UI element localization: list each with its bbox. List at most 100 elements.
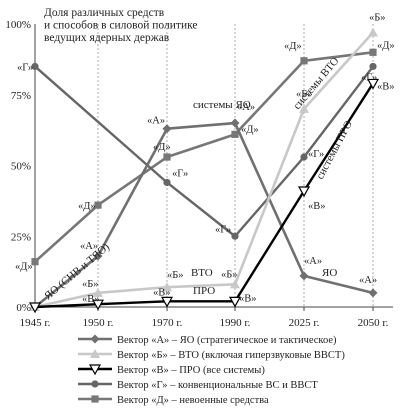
series-V: [28, 78, 380, 314]
point-label-D: «Д»: [78, 201, 96, 212]
series-A: [30, 118, 378, 312]
data-point: [162, 282, 172, 292]
legend-label: Вектор «А» – ЯО (стратегическое и тактич…: [117, 335, 337, 346]
data-point: [163, 178, 171, 187]
chart-legend: Вектор «А» – ЯО (стратегическое и тактич…: [78, 334, 345, 406]
data-point: [91, 395, 99, 403]
chart-title-line: Доля различных средств: [44, 7, 165, 19]
series-line: [34, 82, 375, 309]
point-label-B: «Б»: [167, 270, 184, 281]
data-point: [94, 201, 102, 209]
point-label-B: «Б»: [369, 12, 386, 23]
legend-item-A: Вектор «А» – ЯО (стратегическое и тактич…: [78, 334, 337, 346]
point-label-G: «Г»: [308, 149, 324, 160]
point-label-G: «Г»: [215, 224, 231, 235]
data-point: [93, 251, 103, 261]
data-point: [230, 118, 240, 128]
annotation-label: ПРО: [193, 285, 215, 297]
data-point: [93, 287, 103, 297]
x-tick-label: 1950 г.: [83, 317, 114, 329]
legend-item-B: Вектор «Б» – ВТО (включая гиперзвуковые …: [78, 349, 345, 361]
point-label-G: «Г»: [17, 62, 33, 73]
point-label-V: «В»: [377, 81, 395, 92]
legend-label: Вектор «В» – ПРО (все системы): [117, 365, 265, 376]
series-line: [34, 121, 374, 309]
point-label-V: «В»: [308, 201, 326, 212]
series-D: [31, 48, 377, 266]
point-label-G: «Г»: [172, 168, 188, 179]
data-point: [231, 232, 239, 240]
y-tick-label: 0%: [16, 302, 31, 314]
data-point: [91, 380, 99, 388]
chart-title-line: ведущих ядерных держав: [44, 32, 170, 44]
x-tick-label: 1990 г.: [220, 317, 251, 329]
point-label-B: «Б»: [82, 279, 99, 290]
legend-item-V: Вектор «В» – ПРО (все системы): [78, 364, 265, 376]
data-point: [299, 103, 309, 113]
data-point: [228, 296, 242, 308]
data-point: [300, 153, 308, 161]
data-point: [299, 271, 309, 281]
series-G: [31, 62, 377, 240]
point-label-A: «А»: [80, 241, 98, 252]
data-point: [369, 48, 377, 56]
legend-label: Вектор «Г» – конвенциональные ВС и ВВСТ: [117, 380, 318, 391]
series-layer: [28, 27, 380, 314]
point-label-D: «Д»: [241, 124, 259, 135]
data-point: [28, 302, 42, 314]
point-label-B: «Б»: [296, 89, 313, 100]
y-tick-label: 100%: [5, 19, 31, 31]
point-label-G: «Г»: [361, 72, 377, 83]
data-point: [91, 299, 105, 311]
x-tick-label: 2050 г.: [358, 317, 389, 329]
data-point: [297, 186, 311, 198]
data-point: [366, 78, 380, 90]
y-tick-label: 50%: [11, 161, 31, 173]
x-tick-label: 1970 г.: [152, 317, 183, 329]
series-line: [34, 51, 374, 263]
y-tick-label: 75%: [11, 90, 31, 102]
data-point: [368, 27, 378, 37]
point-labels: «А»«А»«А»«А»«А»«Б»«Б» «Б»«Б»«Б»«В»«В»«В»«…: [15, 12, 395, 305]
data-point: [163, 153, 171, 161]
annotation-label: системы ВТО: [291, 55, 341, 112]
annotation-label: ЯО: [322, 267, 337, 279]
point-label-B: «Б»: [221, 269, 238, 280]
chart-title-line: и способов в силовой политике: [44, 20, 198, 32]
point-label-V: «В»: [153, 287, 171, 298]
y-tick-label: 25%: [11, 231, 31, 243]
data-point: [88, 364, 102, 376]
data-point: [368, 288, 378, 298]
legend-label: Вектор «Б» – ВТО (включая гиперзвуковые …: [117, 350, 345, 361]
point-label-D: «Д»: [377, 40, 395, 51]
legend-label: Вектор «Д» – невоенные средства: [117, 395, 269, 406]
data-point: [300, 57, 308, 65]
chart-grid: [97, 24, 374, 307]
data-point: [369, 62, 377, 71]
series-B: [30, 27, 378, 311]
point-label-V: «В»: [239, 293, 257, 304]
point-label-D: «Д»: [15, 262, 33, 273]
point-label-D: «Д»: [284, 41, 302, 52]
data-point: [160, 296, 174, 308]
x-tick-label: 2025 г.: [289, 317, 320, 329]
point-label-A: «А»: [304, 256, 322, 267]
x-tick-label: 1945 г.: [20, 317, 51, 329]
data-point: [162, 124, 172, 134]
legend-item-G: Вектор «Г» – конвенциональные ВС и ВВСТ: [78, 380, 318, 391]
point-label-A: «А»: [237, 102, 255, 113]
point-label-D: «Д»: [153, 142, 171, 153]
legend-item-D: Вектор «Д» – невоенные средства: [78, 395, 269, 406]
data-point: [31, 62, 39, 71]
annotation-label: системы ЯО: [193, 99, 251, 111]
point-label-V: «В»: [82, 294, 100, 305]
point-label-A: «А»: [359, 275, 377, 286]
data-point: [231, 130, 239, 138]
annotation-label: ВТО: [191, 267, 213, 279]
series-line: [34, 31, 374, 309]
data-point: [230, 279, 240, 289]
data-point: [90, 349, 100, 358]
data-point: [31, 258, 39, 266]
